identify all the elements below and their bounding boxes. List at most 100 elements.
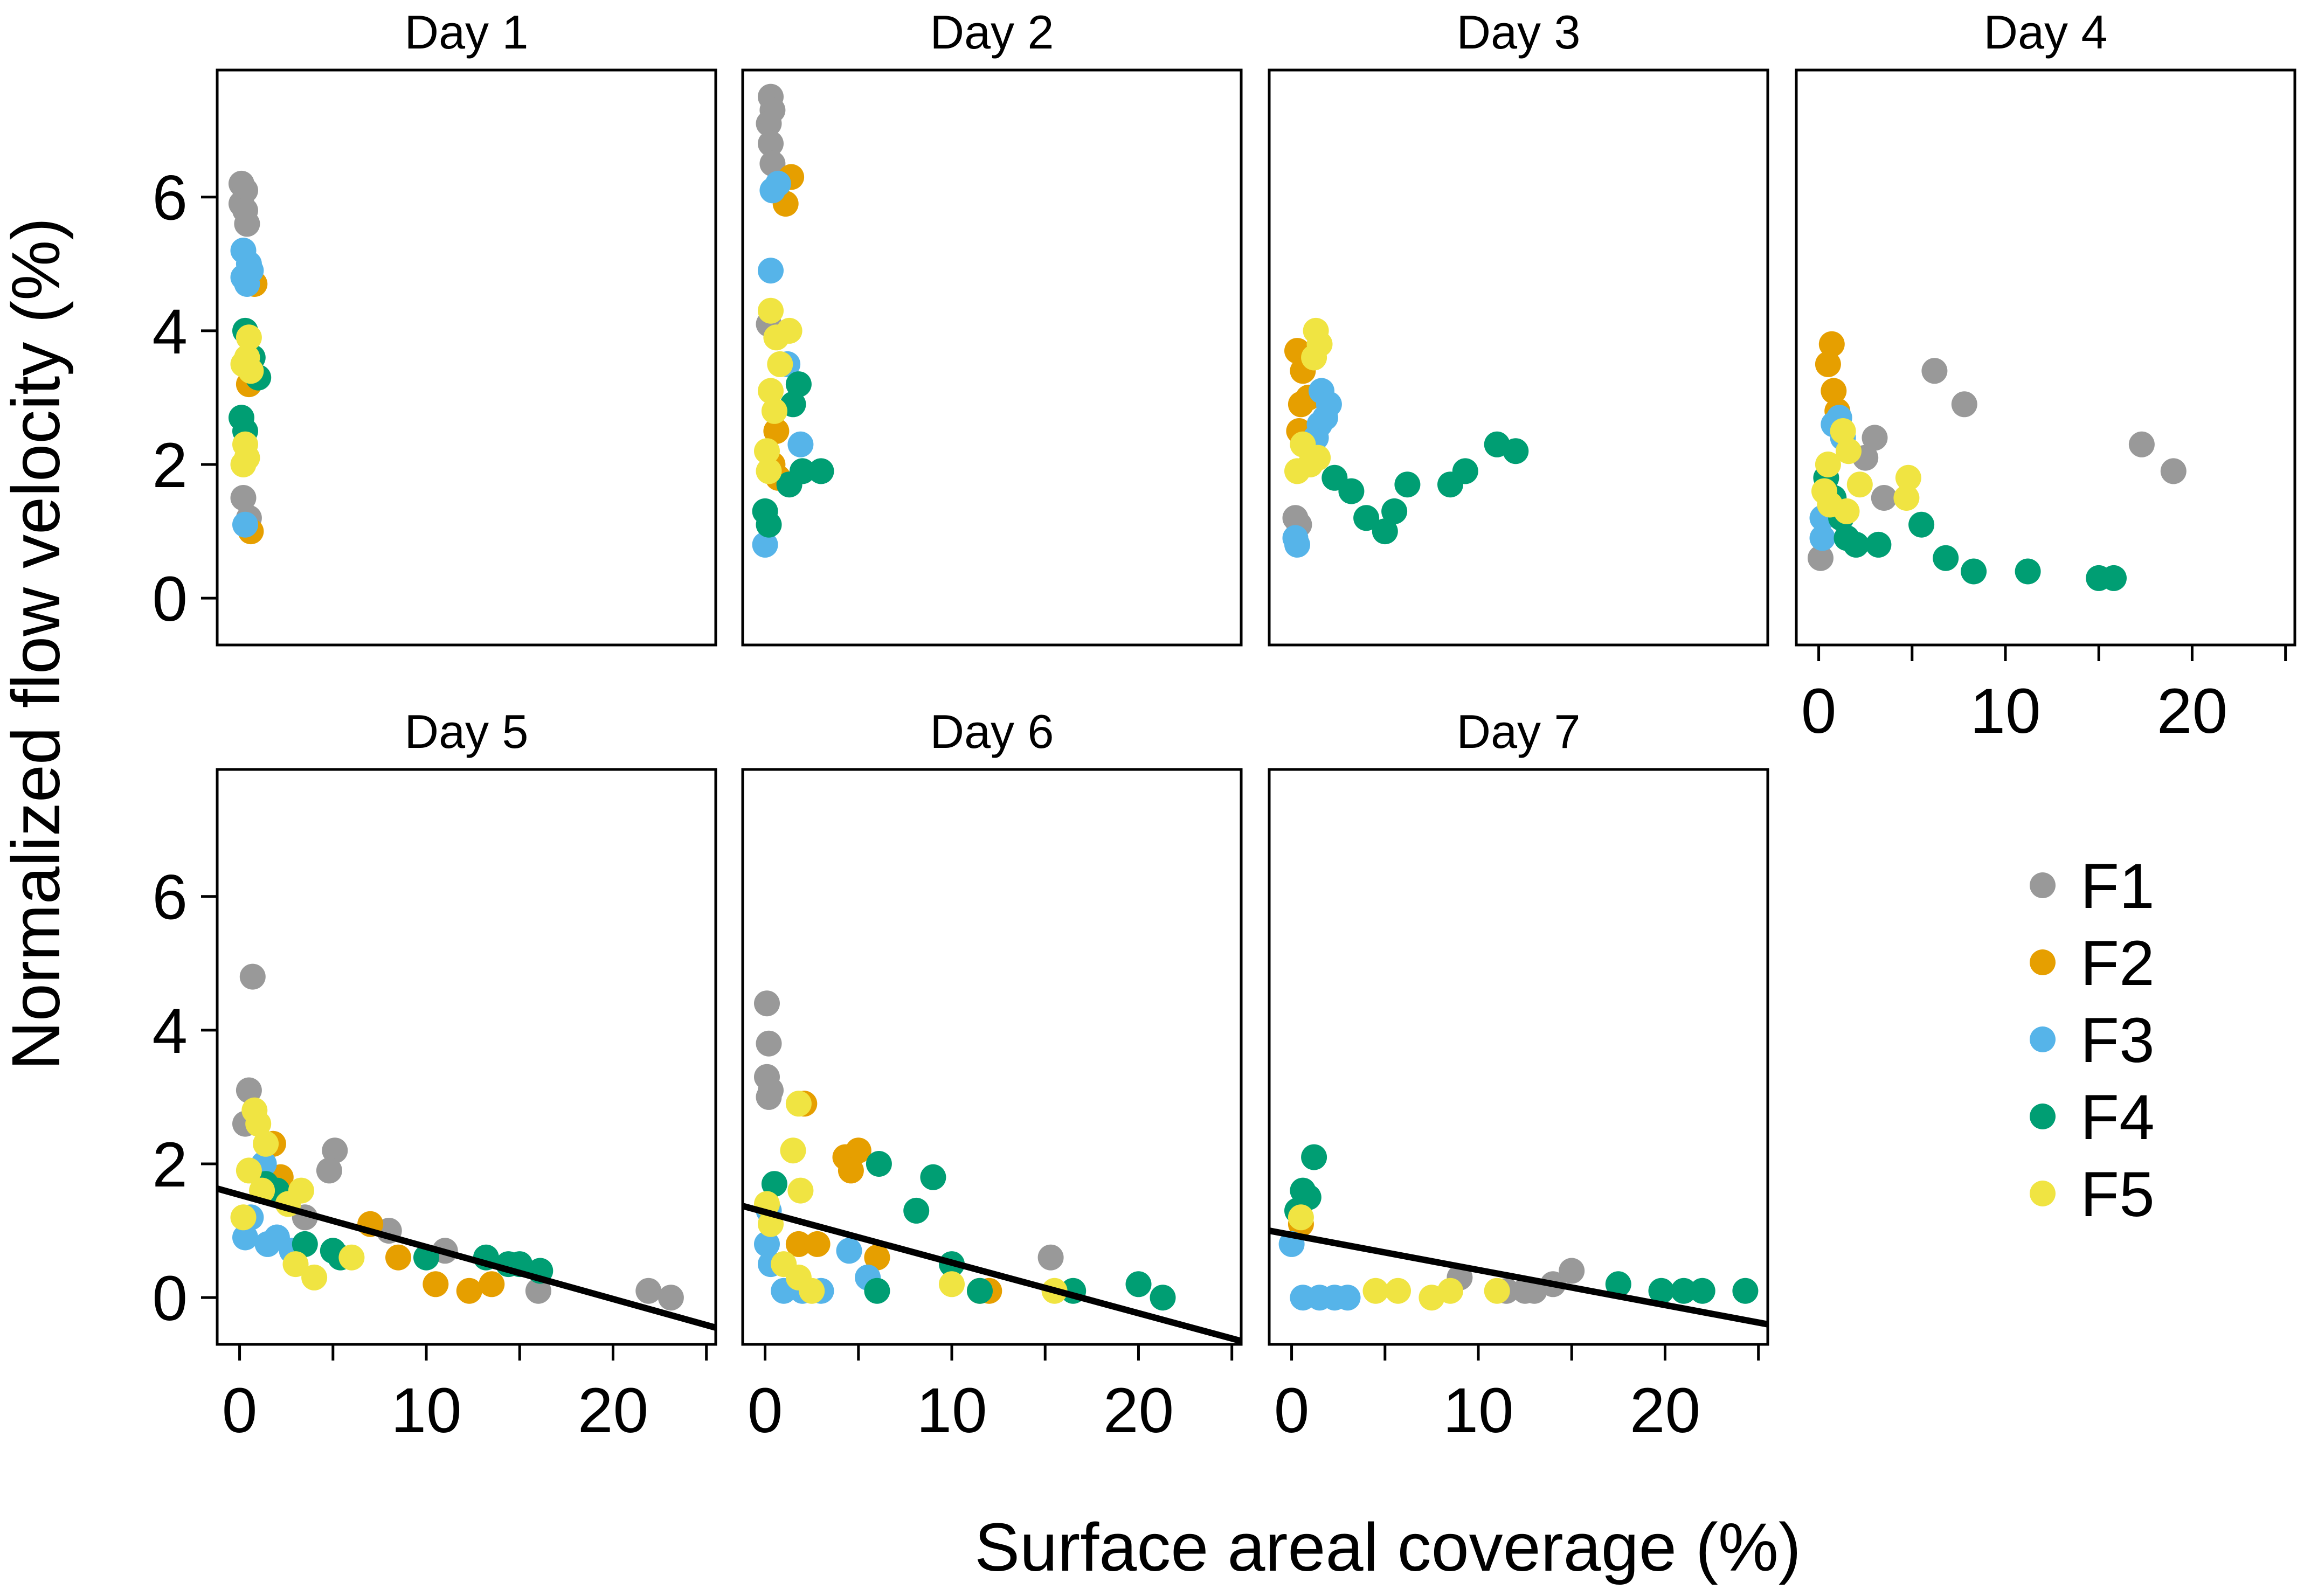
panel-frame (1268, 768, 1769, 1346)
point-f1 (1512, 1278, 1538, 1304)
point-f4 (1908, 511, 1935, 538)
y-tick-label: 4 (152, 296, 188, 367)
point-f4 (967, 1278, 993, 1304)
x-axis-label: Surface areal coverage (%) (974, 1509, 1801, 1585)
panel-title: Day 3 (1457, 5, 1581, 59)
panel-7: Day 7 0 10 20 (1268, 705, 1769, 1446)
point-f2 (785, 1231, 812, 1257)
y-tick-label: 2 (152, 1129, 188, 1201)
point-f5 (785, 1091, 812, 1117)
panels-layer: Day 1 0 2 4 6 Day 2 Day 3 Day 4 0 10 20 Day 5 0 2 4 6 0 1… (152, 5, 2296, 1446)
point-f2 (456, 1278, 482, 1304)
x-tick-label: 10 (1970, 676, 2040, 747)
point-f3 (1809, 525, 1836, 551)
point-f4 (866, 1151, 892, 1177)
point-f5 (1833, 498, 1860, 524)
panel-title: Day 2 (930, 5, 1054, 59)
point-f5 (1836, 438, 1862, 464)
panel-frame (741, 68, 1243, 647)
panel-2: Day 2 (741, 5, 1243, 647)
point-f5 (1815, 452, 1841, 477)
point-f4 (864, 1278, 890, 1304)
point-f2 (804, 1231, 831, 1257)
point-f4 (1353, 505, 1380, 531)
point-f4 (1321, 464, 1348, 491)
point-f1 (234, 211, 260, 237)
point-f1 (658, 1285, 684, 1311)
legend-marker (2030, 872, 2056, 898)
point-f2 (763, 418, 790, 444)
point-f4 (808, 458, 834, 484)
point-f1 (316, 1157, 342, 1184)
point-f1 (1871, 485, 1897, 511)
point-f5 (236, 1157, 262, 1184)
point-f1 (2160, 458, 2187, 484)
point-f5 (1385, 1278, 1411, 1304)
point-f2 (838, 1157, 864, 1184)
points-layer (229, 170, 272, 545)
point-f2 (423, 1271, 449, 1297)
point-f4 (1503, 438, 1529, 464)
point-f5 (1893, 485, 1920, 511)
points-layer (754, 990, 1176, 1311)
point-f2 (845, 1137, 871, 1164)
point-f1 (756, 110, 782, 137)
panel-frame (216, 768, 717, 1346)
legend-item-f4: F4 (2030, 1082, 2155, 1153)
point-f5 (780, 1137, 806, 1164)
point-f1 (1951, 391, 1977, 418)
point-f1 (2128, 431, 2155, 457)
point-f5 (1895, 464, 1921, 491)
x-tick-label: 0 (748, 1375, 783, 1446)
point-f5 (230, 1204, 257, 1231)
point-f4 (1394, 471, 1421, 498)
x-tick-label: 0 (1274, 1375, 1310, 1446)
point-f3 (1312, 405, 1338, 431)
point-f1 (239, 963, 266, 990)
point-f4 (2015, 558, 2041, 585)
x-tick-label: 10 (1443, 1375, 1513, 1446)
point-f1 (756, 1084, 782, 1110)
point-f4 (2101, 565, 2127, 591)
point-f4 (1125, 1271, 1152, 1297)
point-f4 (1689, 1278, 1715, 1304)
point-f5 (758, 378, 784, 404)
x-tick-label: 10 (391, 1375, 461, 1446)
point-f2 (385, 1244, 411, 1271)
point-f3 (752, 531, 778, 558)
points-layer (1282, 317, 1529, 558)
point-f1 (322, 1137, 348, 1164)
point-f4 (1452, 458, 1478, 484)
x-tick-label: 20 (1103, 1375, 1174, 1446)
point-f4 (1301, 1144, 1327, 1170)
legend-marker (2030, 1104, 2056, 1129)
point-f2 (1818, 331, 1845, 357)
trend-line (217, 1185, 716, 1331)
panel-frame (741, 768, 1243, 1346)
point-f2 (479, 1271, 505, 1297)
point-f5 (761, 398, 787, 424)
point-f5 (1830, 418, 1856, 444)
y-tick-label: 0 (152, 1263, 188, 1334)
point-f1 (1037, 1244, 1064, 1271)
legend-marker (2030, 1026, 2056, 1052)
point-f3 (1284, 531, 1310, 558)
point-f1 (230, 485, 257, 511)
point-f1 (754, 990, 780, 1017)
legend-marker (2030, 1181, 2056, 1206)
point-f3 (1334, 1285, 1361, 1311)
point-f4 (785, 371, 812, 398)
legend-item-f3: F3 (2030, 1005, 2155, 1076)
panel-5: Day 5 0 2 4 6 0 10 20 (152, 705, 717, 1446)
point-f5 (1362, 1278, 1389, 1304)
legend-label: F1 (2080, 851, 2155, 922)
y-tick-label: 2 (152, 430, 188, 501)
point-f5 (301, 1264, 328, 1290)
point-f3 (232, 511, 258, 538)
panel-title: Day 6 (930, 705, 1054, 758)
point-f5 (282, 1251, 309, 1278)
point-f3 (787, 431, 814, 457)
x-tick-label: 20 (2157, 676, 2227, 747)
y-axis-label: Normalized flow velocity (%) (0, 218, 74, 1070)
